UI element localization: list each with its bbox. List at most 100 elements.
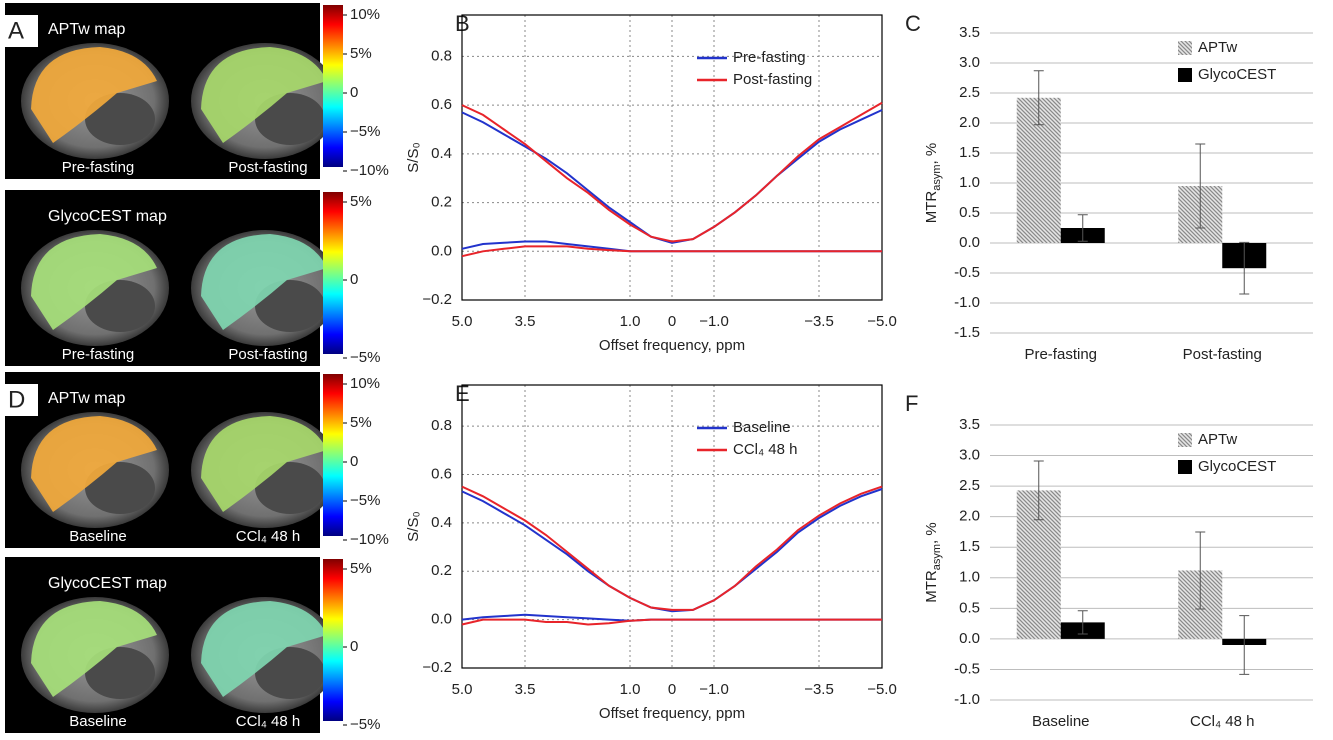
y-tick-label: -1.5 (954, 324, 980, 341)
legend-label: Baseline (733, 419, 791, 436)
colorbar-tick-label: −5% (350, 123, 380, 140)
y-tick-label: 0.2 (431, 562, 452, 579)
legend-label: GlycoCEST (1198, 458, 1276, 475)
colorbar (323, 559, 343, 721)
y-tick-label: 3.0 (959, 54, 980, 71)
y-tick-label: 1.0 (959, 569, 980, 586)
colorbar-tick-label: 5% (350, 560, 372, 577)
legend-label: Pre-fasting (733, 49, 806, 66)
x-tick-label: Post-fasting (1183, 346, 1262, 363)
y-tick-label: -0.5 (954, 660, 980, 677)
map-overlay (201, 601, 327, 697)
y-tick-label: 0.8 (431, 47, 452, 64)
map-overlay (201, 234, 327, 330)
map-title: GlycoCEST map (48, 208, 167, 225)
y-tick-label: 1.5 (959, 144, 980, 161)
colorbar-tick-label: −5% (350, 492, 380, 509)
organ (85, 280, 155, 332)
error-bar (1077, 610, 1088, 635)
panel-label-box (2, 15, 38, 47)
organ (85, 462, 155, 514)
y-tick-label: 2.0 (959, 508, 980, 525)
y-tick-label: −0.2 (422, 659, 452, 676)
y-tick-label: 3.5 (959, 24, 980, 41)
panel-label: A (8, 17, 24, 44)
map-label: Pre-fasting (62, 159, 135, 176)
y-axis-label-rest: , % (923, 522, 940, 544)
y-tick-label: 0.0 (959, 630, 980, 647)
x-tick-label: −3.5 (804, 313, 834, 330)
y-axis-label: S/S₀ (405, 142, 422, 172)
error-bar (1195, 531, 1206, 610)
legend-label: CCl₄ 48 h (733, 441, 797, 458)
colorbar-tick-label: 0 (350, 271, 358, 288)
legend-label: GlycoCEST (1198, 66, 1276, 83)
y-tick-label: -1.0 (954, 294, 980, 311)
y-tick-label: 0.4 (431, 514, 452, 531)
organ (85, 93, 155, 145)
organ (255, 462, 325, 514)
y-tick-label: 0.2 (431, 194, 452, 211)
colorbar-tick-label: 5% (350, 45, 372, 62)
legend-label: Post-fasting (733, 71, 812, 88)
panel-label: C (905, 11, 921, 36)
colorbar-tick-label: 5% (350, 193, 372, 210)
y-tick-label: 1.0 (959, 174, 980, 191)
colorbar-tick-label: −10% (350, 531, 389, 548)
y-tick-label: −0.2 (422, 291, 452, 308)
organ (255, 647, 325, 699)
x-axis-label: Offset frequency, ppm (599, 705, 745, 722)
panel-label: D (8, 386, 25, 413)
error-bar (1033, 460, 1044, 521)
x-tick-label: 5.0 (452, 681, 473, 698)
colorbar-tick-label: −5% (350, 349, 380, 366)
y-tick-label: 0.5 (959, 599, 980, 616)
x-tick-label: −5.0 (867, 681, 897, 698)
y-tick-label: 0.8 (431, 417, 452, 434)
colorbar (323, 192, 343, 354)
y-axis-label: MTRasym, % (923, 522, 943, 602)
series-line (461, 488, 883, 613)
map-label: Post-fasting (228, 159, 307, 176)
map-label: Pre-fasting (62, 346, 135, 363)
colorbar (323, 5, 343, 167)
x-tick-label: 0 (668, 681, 676, 698)
legend-swatch (1178, 68, 1192, 82)
y-tick-label: 0.6 (431, 96, 452, 113)
error-bar (1033, 70, 1044, 126)
colorbar-tick-label: 0 (350, 638, 358, 655)
x-tick-label: CCl₄ 48 h (1190, 713, 1254, 730)
map-overlay (201, 416, 327, 512)
y-axis-label-sub: asym (931, 164, 943, 190)
legend-label: APTw (1198, 39, 1237, 56)
colorbar-tick-label: 10% (350, 6, 380, 23)
x-tick-label: 1.0 (620, 313, 641, 330)
x-tick-label: Pre-fasting (1024, 346, 1097, 363)
series-line (461, 485, 883, 611)
map-title: APTw map (48, 390, 125, 407)
y-tick-label: 2.0 (959, 114, 980, 131)
y-axis-label-sub: asym (931, 544, 943, 570)
map-title: GlycoCEST map (48, 575, 167, 592)
map-label: Post-fasting (228, 346, 307, 363)
organ (255, 280, 325, 332)
panel-label: F (905, 391, 918, 416)
x-tick-label: −1.0 (699, 313, 729, 330)
colorbar-tick-label: 5% (350, 414, 372, 431)
y-tick-label: 0.0 (959, 234, 980, 251)
y-tick-label: 0.4 (431, 145, 452, 162)
y-tick-label: 0.6 (431, 465, 452, 482)
x-tick-label: 3.5 (515, 681, 536, 698)
x-tick-label: −3.5 (804, 681, 834, 698)
y-tick-label: 3.5 (959, 416, 980, 433)
map-label: CCl₄ 48 h (236, 528, 300, 545)
y-tick-label: 2.5 (959, 477, 980, 494)
map-overlay (31, 601, 157, 697)
map-overlay (31, 47, 157, 143)
plot-frame (461, 14, 883, 301)
error-bar (1239, 615, 1250, 675)
series-line (461, 618, 882, 626)
y-tick-label: 3.0 (959, 447, 980, 464)
map-title: APTw map (48, 21, 125, 38)
organ (255, 93, 325, 145)
